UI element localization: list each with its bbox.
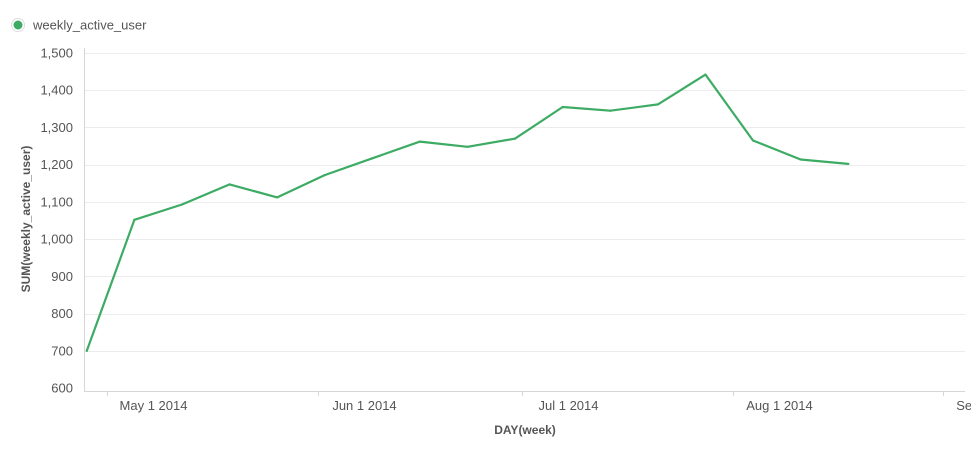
data-point: [418, 140, 422, 143]
data-point: [799, 158, 802, 161]
data-point: [276, 196, 279, 199]
data-point: [466, 145, 469, 148]
y-tick-labels: 600 700 800 900 1,000 1,100 1,200 1,300 1,400 1,5…: [40, 46, 73, 396]
gridlines: [84, 53, 965, 352]
data-point: [704, 73, 707, 76]
x-tick-label: Aug 1 2014: [746, 398, 813, 413]
data-point: [133, 218, 136, 221]
y-tick-label: 1,500: [40, 46, 73, 61]
legend-items: weekly_active_user: [11, 18, 147, 33]
data-point: [85, 349, 88, 352]
x-tick-label: Sep 1 2014: [956, 398, 971, 413]
data-point: [656, 103, 659, 106]
data-point: [847, 162, 850, 166]
series-line: [85, 73, 850, 352]
data-point: [751, 139, 755, 142]
y-tick-label: 600: [51, 381, 73, 396]
y-tick-label: 1,300: [40, 120, 73, 135]
data-point: [561, 105, 564, 109]
y-tick-label: 1,200: [40, 157, 73, 172]
legend-marker: [13, 20, 23, 30]
data-point: [323, 173, 326, 177]
legend-label: weekly_active_user: [32, 18, 147, 33]
x-tick-labels: May 1 2014 Jun 1 2014 Jul 1 2014 Aug 1 2014…: [107, 391, 971, 413]
y-tick-label: 700: [51, 343, 73, 358]
y-axis-title: SUM(weekly_active_user): [19, 146, 33, 293]
x-tick-label: Jun 1 2014: [332, 398, 396, 413]
data-point: [180, 203, 184, 206]
y-tick-label: 1,400: [40, 83, 73, 98]
series-points: [85, 73, 850, 352]
x-axis-title: DAY(week): [494, 423, 556, 437]
x-tick-label: May 1 2014: [120, 398, 188, 413]
x-tick-label: Jul 1 2014: [539, 398, 599, 413]
data-point: [228, 183, 231, 186]
y-tick-label: 900: [51, 269, 73, 284]
data-point: [514, 137, 517, 140]
y-tick-label: 1,100: [40, 194, 73, 209]
data-point: [609, 109, 612, 112]
y-tick-label: 800: [51, 306, 73, 321]
data-point: [371, 157, 374, 160]
y-tick-label: 1,000: [40, 232, 73, 247]
